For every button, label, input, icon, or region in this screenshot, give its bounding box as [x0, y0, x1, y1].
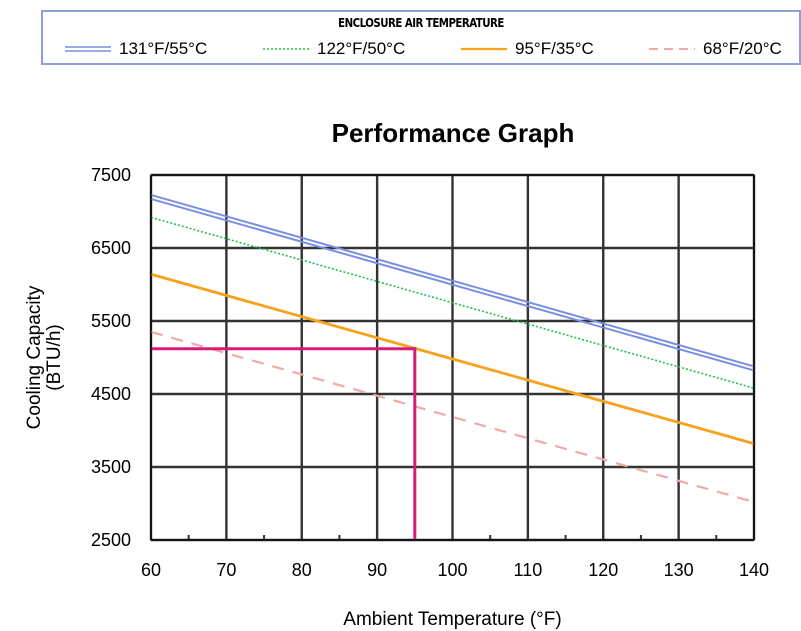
y-axis-label: Cooling Capacity (BTU/h): [24, 285, 65, 429]
series-stroke: [150, 216, 755, 389]
legend-item-122f: 122°F/50°C: [263, 37, 405, 61]
legend-title: ENCLOSURE AIR TEMPERATURE: [338, 16, 504, 30]
x-axis-label: Ambient Temperature (°F): [343, 609, 561, 630]
chart-title: Performance Graph: [332, 118, 575, 148]
series-stroke: [150, 193, 755, 368]
x-tick-label: 100: [437, 560, 467, 580]
reference-lines: [151, 347, 417, 540]
y-tick-label: 2500: [91, 530, 131, 550]
legend-swatch-122f: [263, 48, 309, 50]
series-line-1: [150, 216, 755, 389]
x-tick-label: 70: [216, 560, 236, 580]
legend-swatch-95f: [461, 47, 507, 51]
legend-swatch-131f: [65, 46, 111, 52]
performance-chart: Performance Graph 60 70 80 90 100 110 120 130 14…: [24, 118, 769, 630]
y-axis-label-line-2: (BTU/h): [44, 324, 65, 391]
legend-item-95f: 95°F/35°C: [461, 37, 594, 61]
legend-label-122f: 122°F/50°C: [317, 39, 406, 58]
series-line-0: [150, 193, 755, 372]
legend: ENCLOSURE AIR TEMPERATURE 131°F/55°C 122…: [41, 10, 801, 65]
y-axis-label-line-1: Cooling Capacity: [24, 285, 45, 429]
legend-label-68f: 68°F/20°C: [703, 39, 782, 58]
x-tick-label: 60: [141, 560, 161, 580]
x-tick-label: 140: [739, 560, 769, 580]
x-tick-label: 90: [367, 560, 387, 580]
series-stroke: [150, 272, 755, 445]
y-tick-label: 5500: [91, 311, 131, 331]
chart-tick-labels: 60 70 80 90 100 110 120 130 140 2500 3500 4500 5500 6…: [91, 165, 769, 580]
y-tick-label: 4500: [91, 384, 131, 404]
y-tick-label: 3500: [91, 457, 131, 477]
x-tick-label: 120: [588, 560, 618, 580]
y-tick-label: 6500: [91, 238, 131, 258]
plot-frame: [150, 174, 755, 541]
legend-label-131f: 131°F/55°C: [119, 39, 208, 58]
legend-swatch-68f: [649, 48, 695, 50]
series-stroke: [150, 197, 755, 372]
chart-series: [150, 193, 755, 504]
x-tick-label: 110: [514, 560, 543, 580]
y-tick-label: 7500: [91, 165, 131, 185]
legend-item-68f: 68°F/20°C: [649, 37, 782, 61]
legend-label-95f: 95°F/35°C: [515, 39, 594, 58]
x-tick-label: 80: [292, 560, 312, 580]
x-tick-label: 130: [664, 560, 694, 580]
legend-item-131f: 131°F/55°C: [65, 37, 207, 61]
reference-line-95f: [151, 347, 417, 540]
series-line-2: [150, 272, 755, 445]
